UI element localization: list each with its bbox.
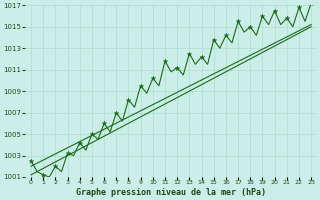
- X-axis label: Graphe pression niveau de la mer (hPa): Graphe pression niveau de la mer (hPa): [76, 188, 266, 197]
